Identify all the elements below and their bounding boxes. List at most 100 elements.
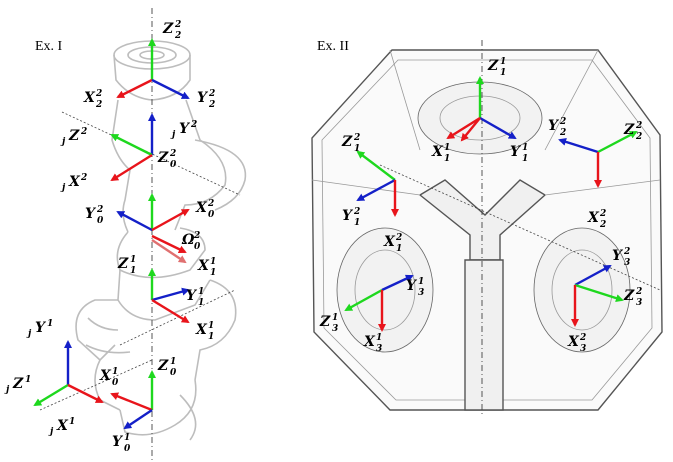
frame-base: Z: [319, 314, 331, 330]
frame-arrow: [35, 385, 68, 405]
frame-sup: 1: [444, 143, 450, 153]
frame-label: jX2: [60, 173, 87, 193]
frame-base: Y: [112, 434, 124, 450]
frame-sup: 2: [95, 89, 102, 99]
frame-sup: 1: [112, 367, 118, 377]
frame-sub: 1: [522, 154, 528, 164]
frame-sup: 2: [207, 199, 214, 209]
frame-base: X: [567, 334, 580, 350]
frame-sup: 1: [522, 143, 528, 153]
polyhedron: [312, 50, 662, 410]
frame-sup: 2: [174, 20, 181, 30]
frame-sub: 1: [210, 268, 216, 278]
frame-sup: 1: [130, 255, 136, 265]
frame-sup: 1: [198, 287, 204, 297]
panel-title: Ex. II: [317, 39, 349, 54]
frame-base: X: [99, 368, 112, 384]
figure: Ex. IZ22X22Y22jZ2jY2jX2Z20X20Y20Ω20Z11X1…: [0, 0, 673, 462]
frame-base: Y: [35, 320, 47, 336]
frame-base: Z: [68, 128, 80, 144]
frame-sub: 3: [636, 298, 642, 308]
frame-sub: 0: [208, 210, 215, 220]
frame-arrow: [112, 135, 152, 155]
frame-base: Y: [179, 121, 191, 137]
frame-sup: 1: [47, 319, 53, 329]
frame-sub: 0: [194, 242, 201, 252]
frame-sub: 0: [170, 160, 177, 170]
frame-base: X: [56, 418, 69, 434]
frame-base: X: [195, 322, 208, 338]
frame-sup: 1: [69, 417, 75, 427]
frame-base: Z: [341, 134, 353, 150]
frame-sub: 0: [97, 216, 104, 226]
frame-base: X: [431, 144, 444, 160]
frame-sub: 1: [500, 68, 506, 78]
frame-base: Z: [12, 376, 24, 392]
frame-sup: 2: [353, 133, 360, 143]
frame-sub: 3: [376, 344, 382, 354]
frame-sup: 1: [210, 257, 216, 267]
frame-sup: 2: [579, 333, 586, 343]
frame-sup: 2: [80, 127, 87, 137]
frame-sub: 0: [124, 444, 131, 454]
frame-sup: 2: [80, 173, 87, 183]
frame-sup: 2: [353, 207, 360, 217]
frame-prefix: j: [26, 329, 32, 339]
frame-base: Z: [157, 358, 169, 374]
frame-sup: 2: [635, 287, 642, 297]
frame-base: Z: [623, 122, 635, 138]
frame-sup: 1: [124, 433, 130, 443]
frame-base: X: [68, 174, 81, 190]
panel-title: Ex. I: [35, 39, 63, 54]
frame-arrow: [112, 155, 152, 180]
frame-sup: 1: [332, 313, 338, 323]
frame-prefix: j: [4, 385, 10, 395]
frame-sub: 3: [418, 288, 424, 298]
frame-sub: 1: [198, 298, 204, 308]
frame-prefix: j: [60, 183, 66, 193]
frame-sub: 1: [208, 332, 214, 342]
frame-sub: 1: [444, 154, 450, 164]
frame-sup: 1: [170, 357, 176, 367]
frame-sup: 2: [623, 247, 630, 257]
frame-sub: 0: [112, 378, 119, 388]
frame-base: Z: [623, 288, 635, 304]
frame-label: Y22: [197, 89, 215, 110]
frame-base: Y: [85, 206, 97, 222]
frame-base: X: [195, 200, 208, 216]
frame-base: X: [363, 334, 376, 350]
frame-sup: 2: [599, 209, 606, 219]
frame-arrow: [152, 290, 188, 300]
frame-base: Z: [157, 150, 169, 166]
frame-label: X10: [99, 367, 119, 388]
frame-sup: 1: [418, 277, 424, 287]
frame-sub: 3: [332, 324, 338, 334]
frame-sup: 2: [635, 121, 642, 131]
frame-sup: 2: [190, 120, 197, 130]
frame-sub: 1: [354, 218, 360, 228]
frame-prefix: j: [48, 427, 54, 437]
frame-base: Z: [117, 256, 129, 272]
frame-sub: 1: [130, 266, 136, 276]
frame-sup: 1: [25, 375, 31, 385]
frame-sup: 1: [208, 321, 214, 331]
frame-sub: 2: [95, 100, 102, 110]
frame-sub: 0: [170, 368, 177, 378]
frame-arrow: [125, 410, 152, 428]
frame-base: Z: [487, 58, 499, 74]
frame-label: jY1: [26, 319, 53, 339]
frame-sub: 3: [624, 258, 630, 268]
frame-sub: 2: [635, 132, 642, 142]
frame-sup: 2: [169, 149, 176, 159]
frame-prefix: j: [170, 130, 176, 140]
